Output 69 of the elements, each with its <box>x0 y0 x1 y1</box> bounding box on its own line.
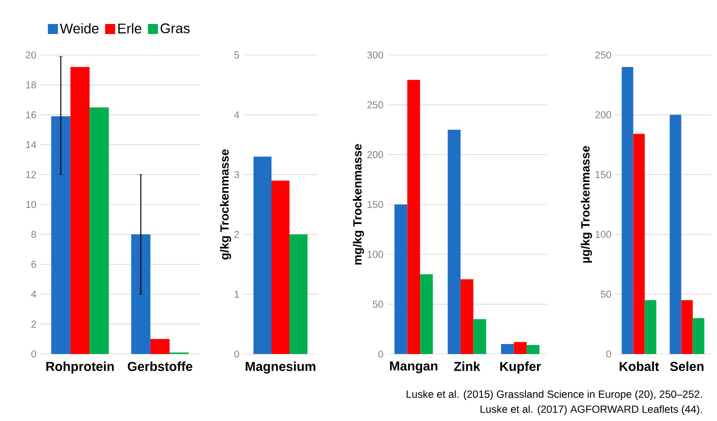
y-tick-label: 14 <box>26 141 36 148</box>
x-tick-label: Selen <box>670 362 704 372</box>
y-axis-title: µg/kg Trockenmasse <box>580 146 592 263</box>
x-tick-label: Mangan <box>390 362 438 374</box>
bar <box>622 66 634 354</box>
x-tick-label: Kobalt <box>620 362 659 372</box>
y-tick-label: 8 <box>31 230 36 238</box>
x-tick-label: Zink <box>454 362 480 371</box>
y-tick-label: 4 <box>234 111 240 118</box>
y-tick-label: 16 <box>26 111 36 118</box>
text: Luske et al. (2017) AGFORWARD Leaflets (44). <box>480 405 702 415</box>
legend-label: Erle <box>118 23 142 34</box>
y-tick-label: 12 <box>26 171 36 178</box>
bar <box>644 300 656 354</box>
y-axis-title: mg/kg Trockenmasse <box>352 144 364 265</box>
bar <box>70 66 90 354</box>
bar <box>681 300 693 354</box>
y-axis-title: g/kg Trockenmasse <box>220 149 232 260</box>
bar <box>692 318 704 354</box>
y-tick-label: 100 <box>368 250 384 258</box>
bar <box>526 345 540 354</box>
bar <box>90 107 109 354</box>
legend-label: Gras <box>160 23 190 34</box>
bar <box>254 156 272 354</box>
y-tick-label: 0 <box>606 350 612 358</box>
bar <box>633 134 645 354</box>
bar <box>514 342 527 354</box>
y-tick-label: 150 <box>368 200 384 208</box>
x-tick-label: Gerbstoffe <box>128 362 192 372</box>
text: Luske et al. (2015) Grassland Science in Europe (20), 250–252. <box>406 390 702 400</box>
x-tick-label: Magnesium <box>246 362 316 374</box>
y-tick-label: 250 <box>367 101 384 108</box>
y-tick-label: 250 <box>595 51 612 59</box>
bar <box>460 279 474 354</box>
y-tick-label: 50 <box>372 300 384 308</box>
bar <box>51 116 70 354</box>
y-tick-label: 0 <box>234 350 240 358</box>
y-tick-label: 10 <box>26 200 36 208</box>
y-tick-label: 2 <box>31 320 36 328</box>
legend-label: Weide <box>60 23 99 34</box>
bar <box>448 130 461 354</box>
bar <box>131 234 150 354</box>
y-tick-label: 1 <box>234 290 240 298</box>
y-tick-label: 200 <box>595 111 612 118</box>
y-tick-label: 6 <box>31 260 36 268</box>
y-tick-label: 50 <box>600 290 612 298</box>
y-tick-label: 18 <box>26 81 36 88</box>
bar <box>290 234 308 354</box>
bar <box>394 204 408 354</box>
y-tick-label: 5 <box>234 52 240 58</box>
bar <box>501 344 514 354</box>
y-tick-label: 100 <box>596 230 612 238</box>
y-tick-label: 200 <box>367 151 384 158</box>
bar <box>670 114 682 354</box>
y-tick-label: 4 <box>31 290 36 298</box>
bar <box>150 339 170 354</box>
x-tick-label: Kupfer <box>500 362 541 374</box>
bar <box>420 274 433 354</box>
y-tick-label: 0 <box>378 350 384 358</box>
y-tick-label: 2 <box>234 230 239 238</box>
y-tick-label: 300 <box>367 51 384 59</box>
bar <box>272 180 290 354</box>
y-tick-label: 0 <box>31 350 36 358</box>
x-tick-label: Rohprotein <box>46 362 114 374</box>
y-tick-label: 20 <box>26 51 36 59</box>
y-tick-label: 150 <box>596 171 612 178</box>
y-tick-label: 3 <box>234 171 240 178</box>
bar <box>473 319 486 354</box>
bar <box>407 80 420 354</box>
